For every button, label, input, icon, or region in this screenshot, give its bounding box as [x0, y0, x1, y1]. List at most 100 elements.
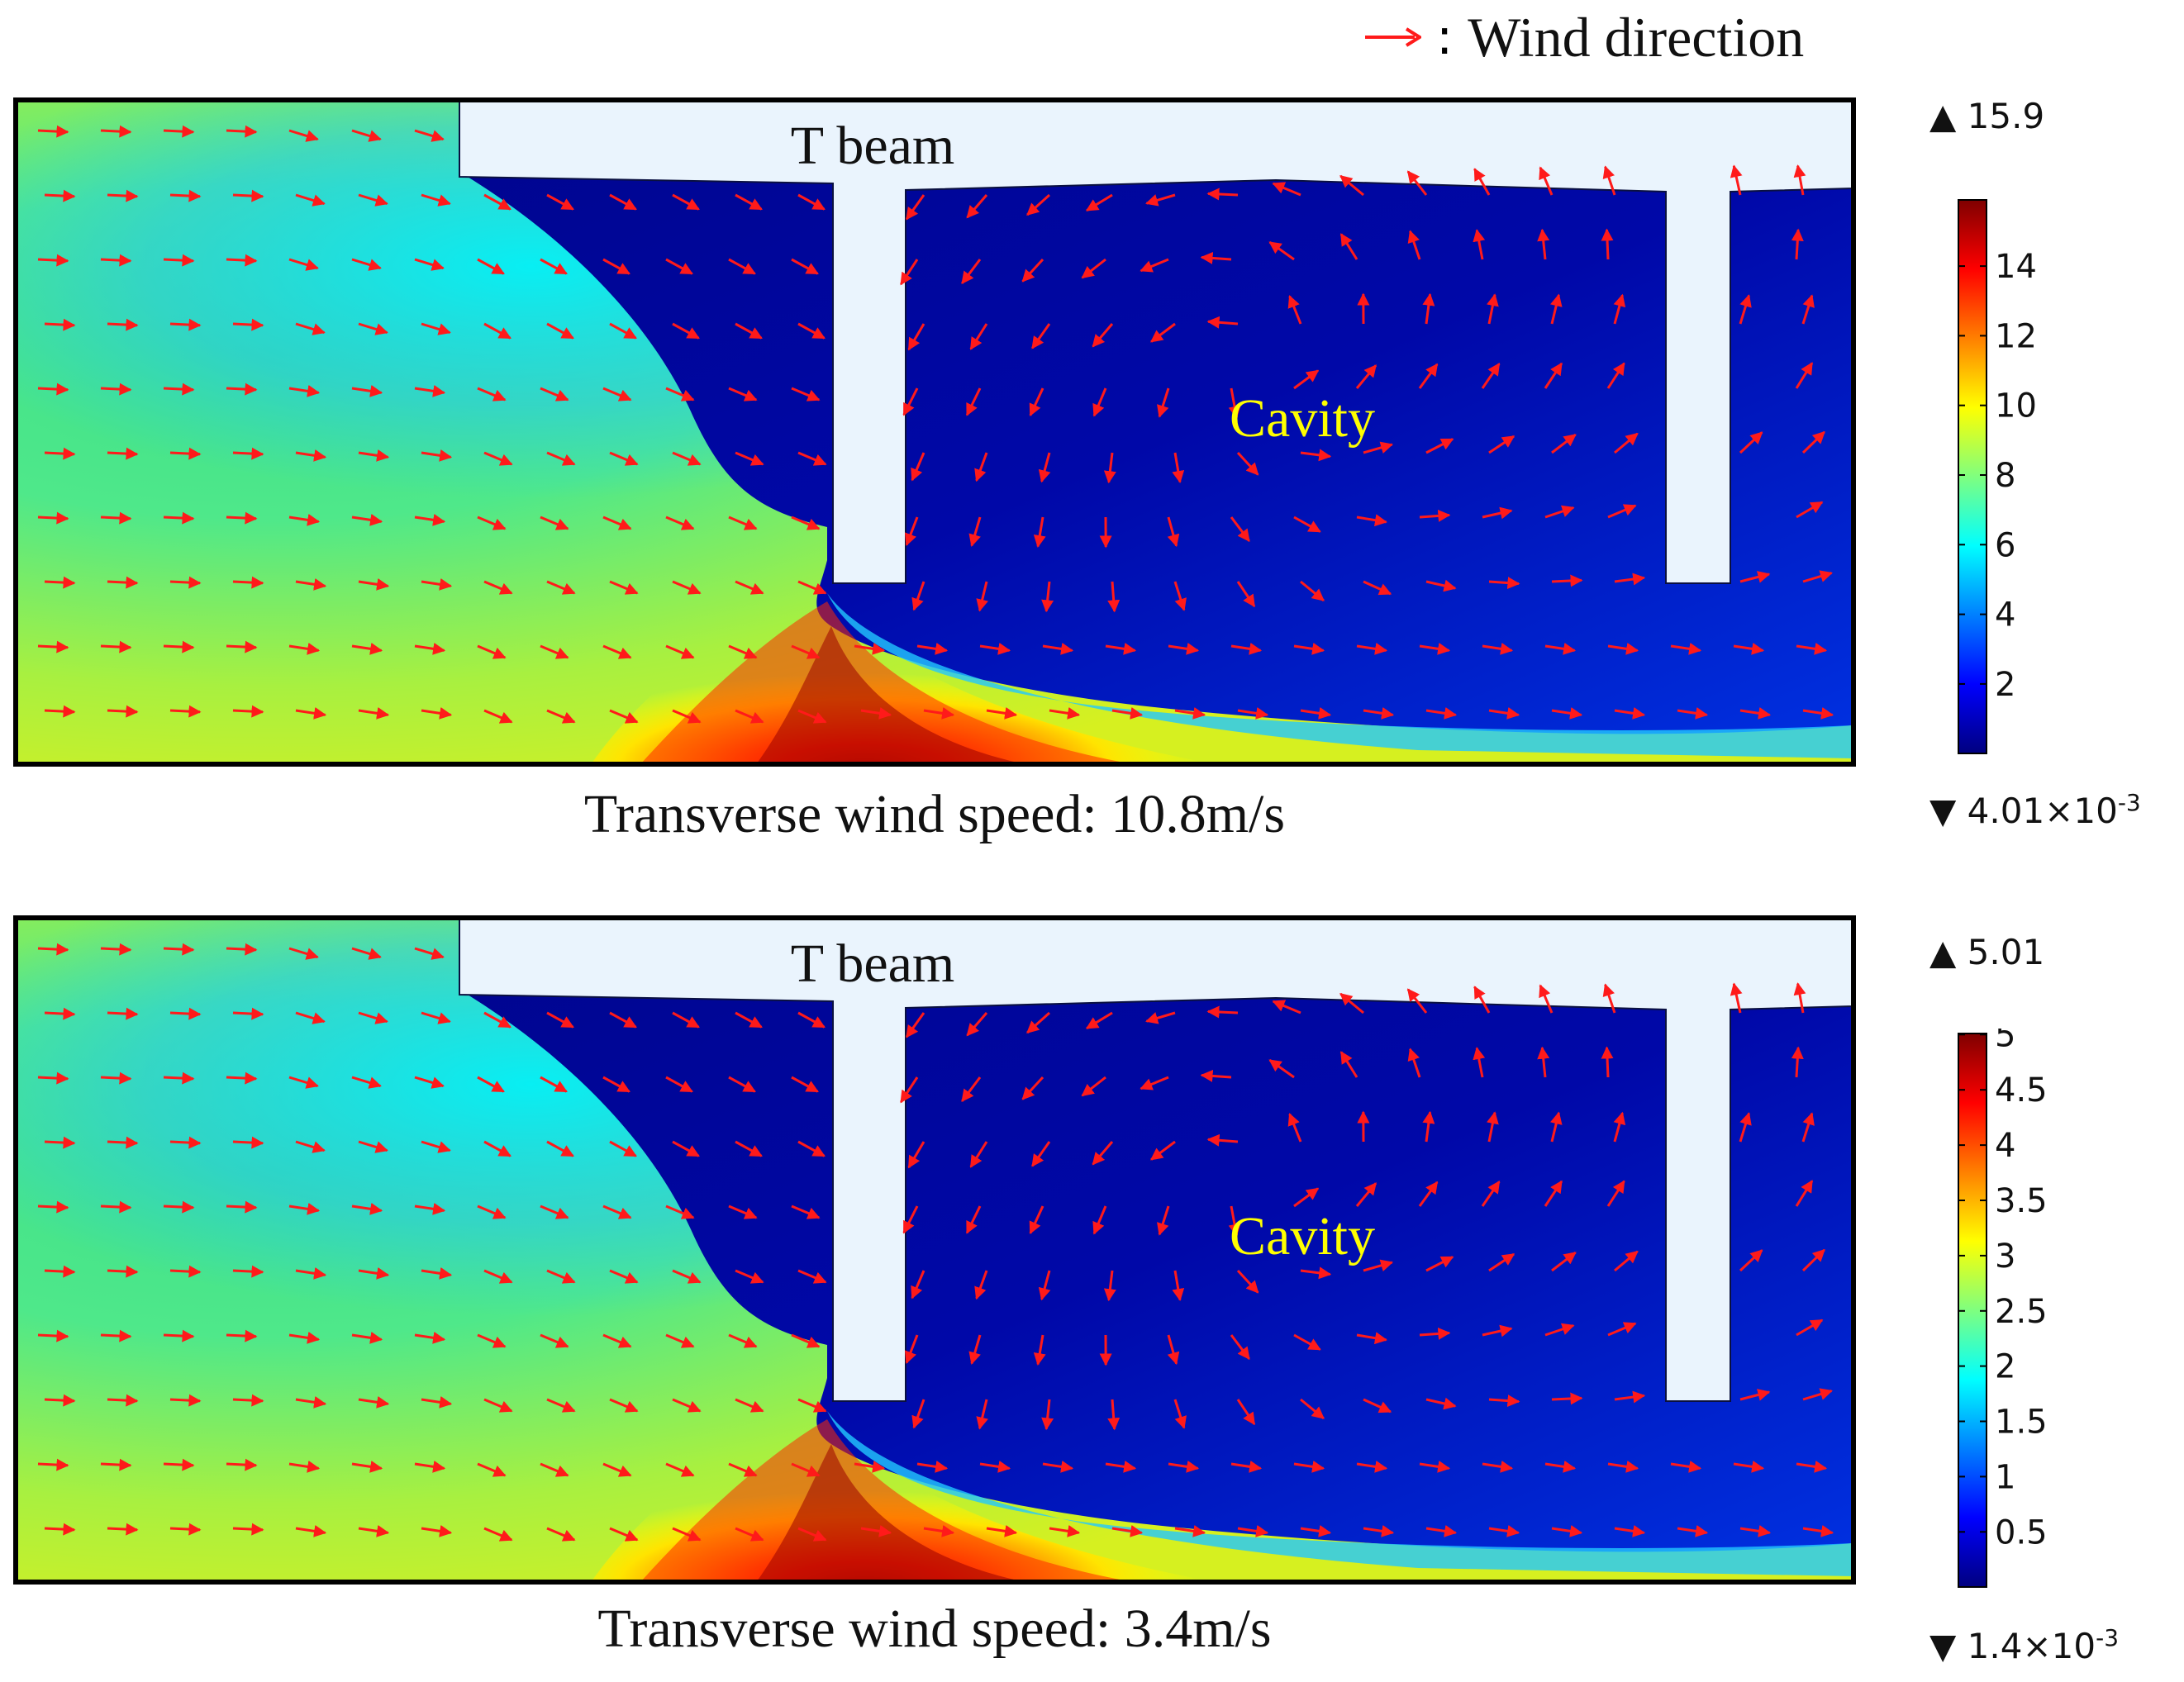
wind-arrow	[900, 1076, 919, 1104]
wind-arrow	[1473, 168, 1491, 196]
wind-arrow	[100, 1200, 132, 1214]
wind-arrow	[1473, 229, 1486, 260]
wind-arrow	[421, 1524, 453, 1537]
wind-arrow	[358, 1140, 388, 1153]
wind-arrow	[1487, 1111, 1499, 1143]
wind-arrow	[540, 387, 569, 401]
wind-arrow	[728, 1333, 758, 1348]
wind-arrow	[1339, 233, 1358, 260]
wind-arrow	[1029, 1205, 1044, 1235]
wind-arrow	[540, 1333, 569, 1348]
wind-arrow	[483, 580, 513, 595]
wind-arrow	[797, 1269, 827, 1284]
speed-field-panel-2: T beam Cavity	[13, 915, 1856, 1585]
wind-arrow	[1482, 642, 1514, 655]
wind-arrow	[1363, 706, 1395, 720]
wind-arrows	[37, 125, 1834, 724]
wind-arrow	[169, 1394, 202, 1407]
colorbar-tick-label: 3.5	[1995, 1182, 2048, 1220]
colorbar-tick-label: 4.5	[1995, 1071, 2048, 1109]
wind-arrow	[1236, 1399, 1256, 1426]
wind-arrow	[966, 194, 988, 219]
wind-arrow	[351, 513, 383, 526]
wind-arrow	[421, 322, 451, 335]
wind-arrow	[1268, 1058, 1295, 1079]
wind-arrow	[295, 1524, 327, 1537]
wind-arrow	[100, 1458, 132, 1471]
wind-arrow	[1796, 501, 1824, 519]
wind-arrow	[1355, 364, 1377, 389]
wind-arrow	[1801, 430, 1825, 454]
wind-arrow	[232, 318, 264, 331]
wind-arrow	[540, 1204, 569, 1219]
wind-arrow	[609, 1011, 637, 1029]
wind-arrow	[1236, 581, 1256, 608]
wind-arrow	[37, 382, 69, 396]
wind-arrow	[1614, 1250, 1639, 1272]
wind-arrow	[414, 513, 446, 526]
wind-arrow	[905, 1012, 925, 1038]
wind-arrow	[1105, 1460, 1137, 1473]
wind-arrow	[1173, 581, 1187, 611]
wind-arrow	[1407, 230, 1421, 260]
wind-arrow	[351, 1331, 383, 1344]
wind-arrow	[163, 1329, 195, 1342]
wind-arrow	[414, 129, 445, 142]
wind-arrow	[288, 1331, 321, 1344]
wind-arrow	[477, 387, 507, 401]
wind-arrow	[1796, 1460, 1828, 1473]
wind-arrow	[1793, 164, 1806, 196]
wind-arrow	[1272, 1000, 1301, 1014]
wind-arrow	[107, 1136, 139, 1149]
wind-arrow	[968, 1334, 982, 1365]
wind-arrow	[1363, 1259, 1394, 1272]
wind-arrow	[107, 576, 139, 589]
wind-arrow	[1300, 1524, 1332, 1537]
wind-arrow	[1551, 434, 1577, 454]
wind-arrow	[907, 1141, 925, 1169]
wind-arrow	[414, 947, 445, 960]
wind-arrow	[1614, 432, 1639, 454]
wind-arrow	[1140, 1076, 1169, 1090]
wind-arrow	[1293, 369, 1320, 390]
wind-arrow	[968, 516, 982, 547]
wind-arrow	[1041, 581, 1054, 613]
wind-arrow	[483, 193, 512, 211]
wind-arrow	[163, 1071, 195, 1085]
wind-arrow	[1042, 642, 1074, 655]
wind-arrow	[477, 644, 507, 659]
wind-arrow	[483, 709, 513, 724]
wind-arrow	[1551, 1392, 1583, 1405]
wind-arrow	[351, 1460, 383, 1473]
wind-arrow	[791, 644, 821, 659]
panel-2-caption: Transverse wind speed: 3.4m/s	[597, 1599, 1272, 1659]
wind-arrow	[1230, 1334, 1250, 1360]
wind-arrow	[100, 382, 132, 396]
wind-arrow	[1092, 1141, 1114, 1166]
wind-arrow	[1602, 983, 1616, 1014]
wind-arrow	[1739, 294, 1752, 325]
wind-arrow	[961, 259, 982, 284]
wind-arrow	[1206, 188, 1239, 201]
wind-arrow	[483, 1527, 513, 1542]
wind-arrow	[351, 384, 383, 397]
wind-arrow	[295, 1266, 327, 1280]
wind-arrow	[477, 516, 507, 530]
wind-arrow	[797, 193, 826, 211]
wind-arrow	[735, 709, 764, 724]
wind-arrow	[169, 447, 202, 460]
wind-arrow	[163, 382, 195, 396]
wind-arrow	[295, 1140, 326, 1153]
wind-arrow	[295, 322, 326, 335]
wind-arrow	[1145, 1011, 1176, 1024]
wind-arrow	[1488, 1395, 1520, 1408]
wind-arrow	[1544, 362, 1563, 389]
wind-arrow	[1356, 642, 1388, 655]
wind-arrow	[107, 1523, 139, 1536]
wind-arrow	[44, 1136, 76, 1149]
wind-arrow	[602, 644, 632, 659]
wind-arrow	[791, 387, 821, 401]
wind-arrow	[232, 189, 264, 202]
wind-arrow	[1733, 642, 1765, 655]
wind-arrow	[791, 1462, 821, 1477]
